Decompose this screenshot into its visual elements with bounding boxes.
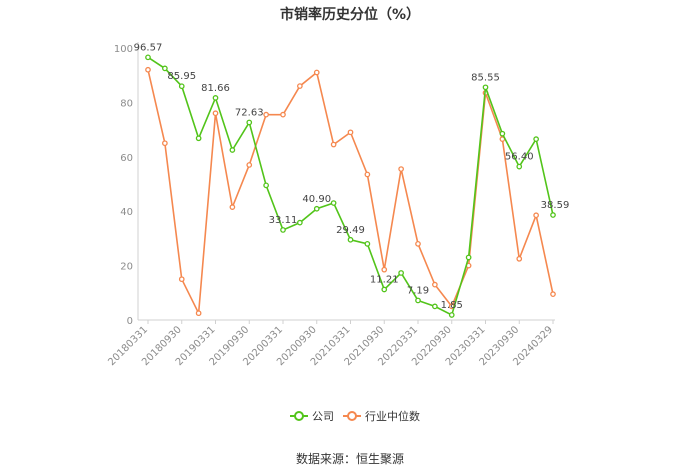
- data-point: [212, 95, 219, 101]
- data-point: [550, 212, 556, 218]
- data-label: 11.21: [370, 275, 399, 286]
- data-point: [330, 200, 337, 206]
- data-point: [398, 270, 404, 276]
- data-label: 85.95: [167, 71, 196, 82]
- data-label: 72.63: [235, 107, 264, 118]
- data-point: [178, 83, 185, 90]
- y-tick-label: 100: [114, 44, 133, 55]
- data-point: [263, 111, 269, 118]
- data-point: [145, 54, 151, 61]
- data-label: 56.40: [505, 152, 534, 163]
- data-label: 29.49: [336, 225, 365, 236]
- data-point: [347, 129, 354, 136]
- data-point: [246, 119, 253, 126]
- data-point: [465, 254, 472, 261]
- data-point: [162, 65, 168, 72]
- data-point: [145, 66, 151, 73]
- data-point: [482, 84, 489, 91]
- data-point: [297, 83, 303, 89]
- data-source: 数据来源：恒生聚源: [295, 452, 404, 466]
- legend-marker-0: [294, 411, 304, 421]
- data-point: [432, 303, 438, 310]
- y-tick-label: 40: [120, 207, 133, 218]
- data-point: [415, 297, 421, 304]
- data-label: 7.19: [407, 285, 429, 296]
- data-point: [550, 291, 556, 298]
- data-point: [229, 204, 236, 210]
- chart-title: 市销率历史分位（%）: [279, 7, 421, 23]
- data-point: [415, 240, 421, 247]
- data-label: 1.85: [441, 300, 463, 311]
- data-point: [533, 212, 539, 219]
- data-point: [313, 69, 320, 76]
- data-point: [313, 205, 320, 212]
- data-point: [195, 135, 202, 142]
- data-label: 81.66: [201, 83, 230, 94]
- legend-marker-1: [347, 411, 357, 421]
- y-tick-label: 20: [120, 262, 133, 273]
- data-point: [499, 130, 506, 137]
- data-point: [533, 136, 539, 142]
- data-label: 96.57: [134, 42, 163, 53]
- data-label: 85.55: [471, 72, 500, 83]
- y-tick-label: 80: [120, 98, 133, 109]
- data-point: [398, 166, 404, 172]
- data-point: [448, 312, 455, 318]
- y-tick-label: 0: [127, 316, 133, 327]
- legend-label-0: 公司: [312, 410, 334, 423]
- data-point: [280, 227, 286, 233]
- data-label: 33.11: [269, 215, 298, 226]
- data-point: [516, 163, 523, 170]
- data-point: [297, 219, 303, 226]
- data-point: [263, 182, 269, 189]
- data-point: [280, 111, 286, 118]
- data-point: [347, 236, 354, 243]
- data-point: [162, 140, 168, 147]
- data-point: [195, 310, 202, 317]
- data-point: [364, 240, 371, 247]
- data-point: [381, 266, 388, 273]
- data-point: [364, 171, 371, 178]
- data-point: [229, 147, 236, 153]
- data-label: 38.59: [541, 200, 570, 211]
- data-point: [432, 281, 438, 288]
- data-point: [381, 286, 388, 293]
- data-point: [330, 141, 337, 148]
- y-tick-label: 60: [120, 153, 133, 164]
- data-point: [212, 110, 219, 117]
- data-label: 40.90: [302, 194, 331, 205]
- data-point: [516, 255, 523, 262]
- data-point: [178, 276, 185, 283]
- legend-label-1: 行业中位数: [365, 409, 420, 423]
- data-point: [246, 162, 253, 168]
